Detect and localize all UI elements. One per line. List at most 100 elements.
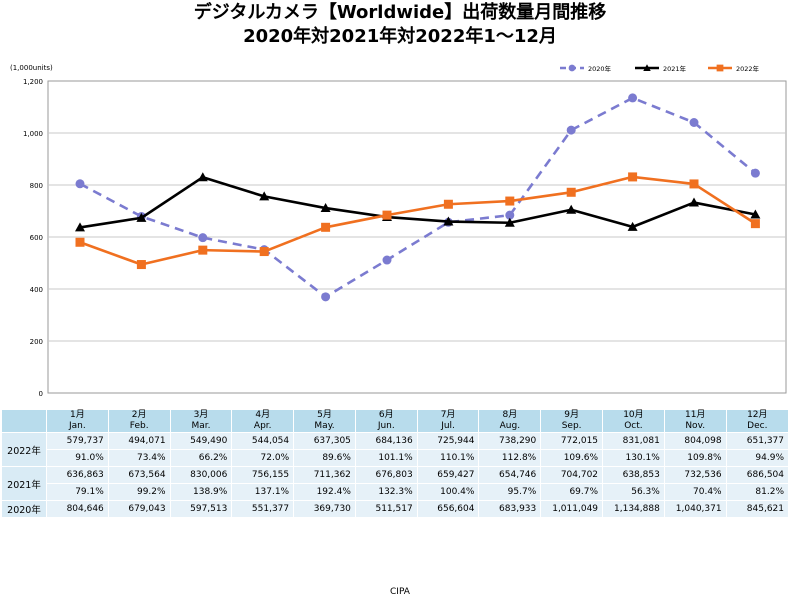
table-month-header: 5月 May. <box>293 410 356 433</box>
month-label-ja: 12月 <box>747 410 768 420</box>
table-cell-ratio: 100.4% <box>416 483 479 501</box>
data-point-2020 <box>75 179 85 189</box>
table-cell-ratio: 101.1% <box>354 449 418 467</box>
table-row-2020-values: 2020年 804,646 679,043 597,513 551,377 369,730… <box>1 500 788 517</box>
table-cell-value: 772,015 <box>540 432 603 450</box>
data-point-2021 <box>566 204 577 214</box>
data-point-2021 <box>504 217 515 227</box>
table-row-2021-values: 2021年 636,863 673,564 830,006 756,155 711,362… <box>1 466 788 501</box>
month-label-ja: 6月 <box>378 410 394 420</box>
y-axis-unit-label: (1,000units) <box>10 64 53 72</box>
data-point-2021 <box>136 212 147 222</box>
month-label-en: Oct. <box>624 421 643 431</box>
month-label-en: Apr. <box>253 421 272 431</box>
table-cell-ratio: 81.2% <box>725 483 788 501</box>
table-cell-value: 673,564 <box>107 466 171 484</box>
y-tick-label: 1,200 <box>23 78 43 86</box>
data-point-2022 <box>443 199 453 209</box>
month-label-en: Jul. <box>441 421 455 431</box>
data-point-2022 <box>750 219 760 229</box>
table-cell-value: 831,081 <box>602 432 665 450</box>
data-point-2020 <box>382 255 392 265</box>
data-point-2020 <box>750 168 760 178</box>
table-month-header: 12月 Dec. <box>725 410 788 433</box>
table-month-header: 3月 Mar. <box>169 410 232 433</box>
table-cell-value: 651,377 <box>725 432 788 450</box>
table-cell-value: 551,377 <box>231 500 294 517</box>
data-point-2021 <box>689 197 699 207</box>
table-cell-value: 679,043 <box>107 500 171 517</box>
data-point-2021 <box>443 216 454 226</box>
data-point-2020 <box>628 93 638 103</box>
table-cell-ratio: 95.7% <box>478 483 541 501</box>
month-label-ja: 5月 <box>317 410 332 420</box>
data-point-2022 <box>136 260 146 270</box>
data-point-2022 <box>505 196 515 206</box>
month-label-ja: 10月 <box>623 410 644 420</box>
legend-label: 2022年 <box>736 64 760 73</box>
series-line-2021 <box>79 175 756 229</box>
table-cell-value: 686,504 <box>725 466 788 484</box>
data-point-2020 <box>566 125 576 135</box>
data-point-2022 <box>689 179 699 189</box>
table-month-header: 7月 Jul. <box>416 410 479 433</box>
data-point-2020 <box>198 233 208 243</box>
data-point-2022 <box>75 237 85 247</box>
table-cell-value: 704,702 <box>540 466 603 484</box>
table-cell-ratio: 56.3% <box>602 483 665 501</box>
y-tick-label: 400 <box>30 286 43 294</box>
table-cell-value: 544,054 <box>231 432 294 450</box>
table-cell-value: 676,803 <box>354 466 418 484</box>
table-month-header: 2月 Feb. <box>107 410 171 433</box>
month-label-en: Dec. <box>747 421 768 431</box>
table-cell-ratio: 192.4% <box>293 483 356 501</box>
table-month-header: 1月 Jan. <box>46 410 109 433</box>
month-label-ja: 1月 <box>70 410 85 420</box>
month-label-ja: 11月 <box>684 410 706 420</box>
table-cell-value: 830,006 <box>169 466 232 484</box>
table-month-header: 8月 Aug. <box>478 410 541 433</box>
month-label-en: Sep. <box>561 421 582 431</box>
series-line-2022 <box>79 175 757 266</box>
data-point-2021 <box>750 209 761 219</box>
month-label-en: Nov. <box>685 421 706 431</box>
table-row-2022-ratios: 91.0% 73.4% 66.2% 72.0% 89.6% 101.1% 110.1% 112… <box>2 449 788 467</box>
table-cell-value: 804,646 <box>46 500 109 517</box>
table-cell-ratio: 138.9% <box>169 483 232 501</box>
table-cell-value: 725,944 <box>416 432 479 450</box>
series-line-2020 <box>79 96 757 299</box>
table-row-label-2020: 2020年 <box>1 500 47 517</box>
table-cell-value: 1,134,888 <box>602 500 665 517</box>
table-cell-value: 845,621 <box>725 500 788 517</box>
month-label-en: May. <box>314 421 335 431</box>
table-cell-value: 659,427 <box>416 466 479 484</box>
data-point-2020 <box>321 292 331 302</box>
table-month-header: 9月 Sep. <box>540 410 603 433</box>
table-row-2022-values: 2022年 579,737 494,071 549,490 544,054 637,305… <box>1 432 788 467</box>
y-tick-label: 600 <box>30 234 43 242</box>
data-point-2022 <box>628 172 638 182</box>
month-label-ja: 4月 <box>255 410 271 420</box>
month-label-en: Aug. <box>499 421 521 431</box>
table-cell-value: 1,011,049 <box>540 500 603 517</box>
table-header-row: 1月 Jan. 2月 Feb. 3月 Mar. 4月 Apr. 5月 May. 6月 Jun. 7月 Ju… <box>1 410 788 433</box>
data-point-2020 <box>689 118 699 128</box>
table-cell-ratio: 137.1% <box>231 483 294 501</box>
month-label-ja: 3月 <box>193 410 209 420</box>
table-cell-value: 738,290 <box>478 432 541 450</box>
table-cell-value: 684,136 <box>354 432 418 450</box>
data-point-2022 <box>259 247 269 257</box>
y-tick-label: 200 <box>30 338 43 346</box>
table-row-2021-ratios: 79.1% 99.2% 138.9% 137.1% 192.4% 132.3% 100.4%… <box>2 483 788 501</box>
table-cell-value: 511,517 <box>354 500 418 517</box>
data-point-2021 <box>320 203 331 213</box>
month-label-ja: 9月 <box>564 410 579 420</box>
y-tick-label: 800 <box>30 182 43 190</box>
table-cell-ratio: 91.0% <box>46 449 109 467</box>
month-label-ja: 7月 <box>440 410 456 420</box>
chart-subtitle: 2020年対2021年対2022年1～12月 <box>243 26 557 47</box>
data-point-2020 <box>505 210 515 220</box>
table-month-header: 4月 Apr. <box>231 410 294 433</box>
table-cell-value: 656,604 <box>416 500 479 517</box>
data-point-2022 <box>321 222 331 232</box>
